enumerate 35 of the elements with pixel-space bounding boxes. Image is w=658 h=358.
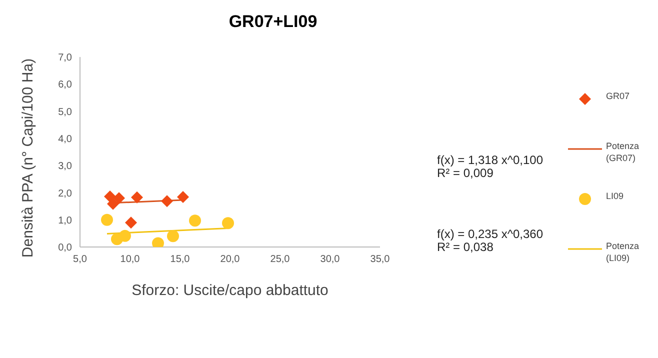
point — [107, 198, 119, 210]
y-tick-label: 4,0 — [58, 134, 72, 145]
x-tick-label: 20,0 — [220, 254, 240, 266]
legend-label: GR07 — [606, 90, 631, 102]
x-tick-label: 10,0 — [120, 254, 140, 266]
y-tick-label: 2,0 — [58, 188, 72, 200]
point — [125, 216, 137, 229]
x-tick-label: 30,0 — [320, 254, 340, 266]
point — [161, 195, 173, 208]
x-tick-label: 35,0 — [370, 254, 390, 266]
legend-label: Potenza (GR07) — [606, 140, 640, 164]
y-tick-label: 1,0 — [58, 215, 72, 226]
point — [177, 191, 189, 204]
y-tick-label: 0,0 — [58, 242, 72, 254]
point — [113, 192, 125, 204]
x-tick-label: 25,0 — [270, 254, 290, 266]
point — [131, 191, 143, 204]
legend-label: LI09 — [606, 190, 625, 202]
text: f(x) = 1,318 x^0,100 R² = 0,009 — [437, 153, 544, 180]
y-tick-label: 6,0 — [58, 80, 72, 91]
point — [119, 230, 131, 242]
x-tick-label: 5,0 — [73, 254, 88, 266]
y-tick-label: 7,0 — [58, 52, 72, 64]
point — [222, 217, 234, 230]
text: f(x) = 0,235 x^0,360 R² = 0,038 — [437, 227, 544, 254]
y-tick-label: 3,0 — [58, 161, 72, 172]
y-tick-label: 5,0 — [58, 106, 72, 118]
point — [101, 214, 113, 226]
x-tick-label: 15,0 — [170, 254, 190, 266]
legend-label: Potenza (LI09) — [606, 240, 640, 264]
y-axis-title: Densità PPA (n° Capi/100 Ha) — [20, 58, 36, 258]
x-axis-title: Sforzo: Uscite/capo abbattuto — [130, 282, 330, 299]
point — [167, 230, 179, 242]
point — [189, 214, 201, 227]
chart-title: GR07+LI09 — [228, 12, 318, 32]
